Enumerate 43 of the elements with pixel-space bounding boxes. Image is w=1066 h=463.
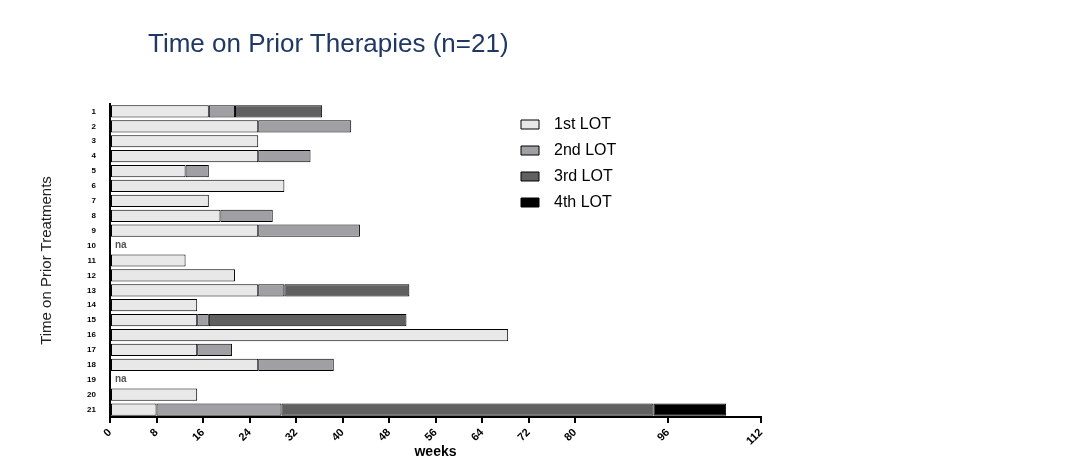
y-tick-label: 3	[91, 136, 97, 146]
y-tick-label: 13	[87, 285, 97, 295]
y-axis-title: Time on Prior Treatments	[37, 176, 55, 345]
x-tick-label: 112	[743, 425, 765, 447]
x-tick-label: 56	[421, 425, 440, 443]
legend-label: 4th LOT	[554, 193, 613, 211]
y-tick-label: 14	[87, 300, 97, 310]
y-tick-label: 5	[91, 166, 97, 176]
y-tick-label: 1	[91, 106, 97, 116]
x-tick-label: 48	[375, 425, 393, 443]
y-tick-label: 9	[91, 225, 97, 235]
legend-label: 2nd LOT	[554, 141, 617, 159]
y-tick-label: 17	[87, 345, 97, 355]
chart-title: Time on Prior Therapies (n=21)	[148, 28, 509, 59]
annotation: na	[115, 373, 128, 385]
x-tick-label: 40	[328, 425, 347, 443]
x-tick-label: 16	[189, 425, 207, 443]
annotation: na	[115, 239, 128, 251]
y-tick-label: 6	[91, 181, 97, 191]
y-tick-label: 21	[87, 404, 97, 414]
x-tick-label: 8	[147, 425, 161, 439]
y-tick-label: 18	[87, 360, 97, 370]
y-tick-label: 8	[91, 210, 97, 220]
x-tick-label: 80	[561, 425, 579, 443]
x-tick-label: 72	[514, 425, 533, 443]
legend-label: 1st LOT	[554, 115, 612, 133]
y-tick-label: 11	[87, 255, 97, 265]
x-tick-label: 32	[282, 425, 300, 443]
y-tick-label: 7	[91, 196, 97, 206]
y-tick-label: 12	[87, 270, 97, 280]
x-tick-label: 0	[100, 425, 114, 439]
y-tick-label: 4	[91, 151, 97, 161]
y-tick-label: 16	[87, 330, 97, 340]
legend-label: 3rd LOT	[554, 167, 613, 185]
y-tick-label: 20	[87, 389, 97, 399]
y-tick-label: 15	[87, 315, 97, 325]
x-tick-label: 96	[654, 425, 672, 443]
y-tick-label: 10	[87, 240, 97, 250]
x-axis-title: weeks	[413, 443, 457, 460]
y-tick-label: 19	[87, 374, 97, 384]
y-tick-label: 2	[91, 121, 97, 131]
x-tick-label: 24	[235, 425, 254, 443]
x-tick-label: 64	[468, 425, 487, 443]
